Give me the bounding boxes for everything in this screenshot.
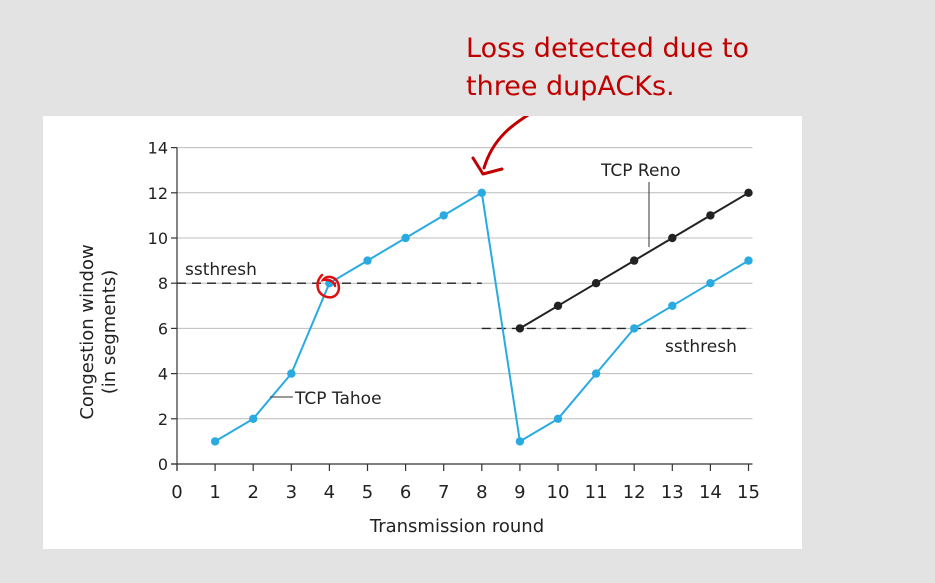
x-tick-label-15: 15 <box>737 482 760 503</box>
x-tick-label-3: 3 <box>286 482 297 503</box>
tcp-reno-point-9 <box>515 324 525 333</box>
y-tick-label-0: 0 <box>158 455 168 474</box>
x-tick-label-7: 7 <box>438 482 449 503</box>
tcp-reno-point-13 <box>668 233 677 243</box>
tcp-tahoe-point-7 <box>439 211 448 220</box>
loss-annotation-line-1: Loss detected due to <box>466 33 750 64</box>
x-tick-label-12: 12 <box>623 482 646 503</box>
x-tick-label-10: 10 <box>547 482 570 503</box>
loss-arrowhead-icon <box>471 156 504 176</box>
tcp-tahoe-point-3 <box>287 369 296 378</box>
x-tick-label-6: 6 <box>400 482 411 503</box>
tcp-tahoe-point-15 <box>744 256 753 265</box>
y-tick-label-12: 12 <box>148 184 168 203</box>
x-tick-label-13: 13 <box>661 482 684 503</box>
y-tick-label-14: 14 <box>148 139 168 158</box>
x-tick-label-2: 2 <box>247 482 258 503</box>
chart-panel: 0 2 4 6 8 10 12 14 0 1 2 3 4 5 6 7 8 9 10 11 12 13 14 15 Conges… <box>43 116 802 549</box>
y-tick-label-8: 8 <box>158 274 168 293</box>
loss-arrow-icon <box>482 116 530 170</box>
tcp-reno-point-11 <box>591 279 601 288</box>
x-tick-label-0: 0 <box>171 482 182 503</box>
tcp-tahoe-point-8 <box>477 188 486 197</box>
reno-series-label: TCP Reno <box>600 161 681 181</box>
series-points <box>210 188 753 446</box>
y-axis-label-1: Congestion window <box>77 244 98 419</box>
tcp-tahoe-point-1 <box>210 437 220 446</box>
tcp-tahoe-point-6 <box>401 233 410 243</box>
ssthresh-label-reno: ssthresh <box>665 337 737 357</box>
tcp-reno-point-15 <box>744 188 753 197</box>
x-tick-label-11: 11 <box>585 482 608 503</box>
tcp-reno-point-12 <box>630 256 639 265</box>
y-tick-label-6: 6 <box>158 319 168 338</box>
ssthresh-lines <box>177 282 749 330</box>
chart-labels: Congestion window (in segments) Transmis… <box>77 161 737 537</box>
y-tick-label-2: 2 <box>158 410 168 429</box>
tcp-tahoe-point-12 <box>630 324 639 333</box>
tcp-tahoe-point-2 <box>249 414 258 423</box>
axes <box>171 147 753 470</box>
tcp-tahoe-point-11 <box>591 369 601 378</box>
loss-annotation-line-2: three dupACKs. <box>466 71 675 102</box>
x-tick-label-9: 9 <box>514 482 525 503</box>
tcp-reno-point-10 <box>553 301 563 310</box>
x-tick-label-5: 5 <box>362 482 373 503</box>
x-tick-label-1: 1 <box>209 482 220 503</box>
loss-annotation: Loss detected due to three dupACKs. <box>466 30 749 106</box>
tcp-tahoe-point-10 <box>553 414 563 423</box>
x-tick-label-14: 14 <box>699 482 722 503</box>
y-tick-label-10: 10 <box>148 229 168 248</box>
tcp-tahoe-point-5 <box>363 256 372 265</box>
tcp-tahoe-point-9 <box>515 437 525 446</box>
ssthresh-circle-icon <box>316 273 341 299</box>
tcp-tahoe-point-13 <box>668 301 677 310</box>
hand-drawn-annotations <box>316 116 530 299</box>
x-tick-label-8: 8 <box>476 482 487 503</box>
ssthresh-label-tahoe: ssthresh <box>185 260 257 280</box>
tcp-tahoe-point-14 <box>706 279 715 288</box>
x-axis-label: Transmission round <box>369 516 544 537</box>
x-tick-label-4: 4 <box>324 482 335 503</box>
tcp-reno-point-14 <box>706 211 715 220</box>
y-tick-label-4: 4 <box>158 365 168 384</box>
y-axis-label-2: (in segments) <box>99 270 120 395</box>
tahoe-series-label: TCP Tahoe <box>294 389 382 409</box>
